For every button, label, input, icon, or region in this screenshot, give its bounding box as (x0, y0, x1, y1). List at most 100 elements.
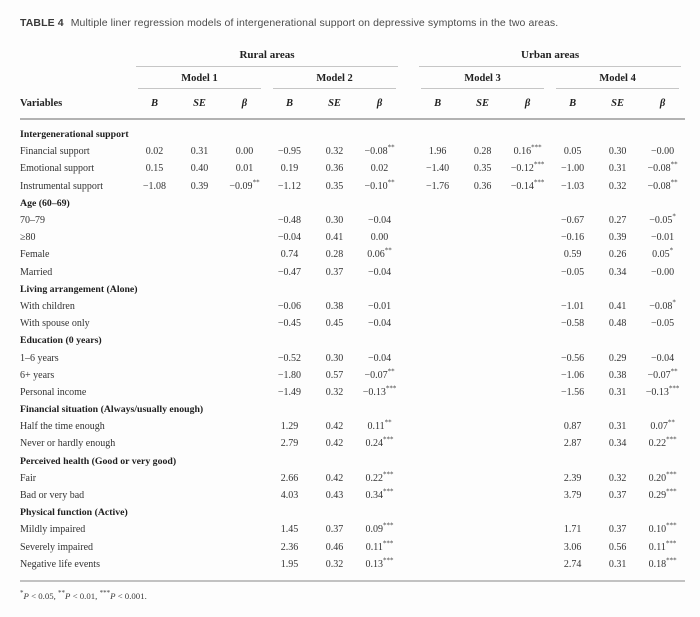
value-cell: 0.45 (325, 318, 344, 330)
value-cell: 0.36 (325, 163, 344, 175)
value-cell: 0.38 (325, 300, 344, 312)
value-cell: −1.08 (142, 180, 167, 192)
value-cell: −0.01 (367, 300, 392, 312)
value-cell: −0.95 (277, 146, 302, 158)
value-cell (460, 435, 505, 452)
group-gap (402, 212, 415, 229)
value-cell (505, 212, 550, 229)
value-cell (177, 384, 222, 401)
group-gap (402, 367, 415, 384)
section-label: Physical function (Active) (20, 507, 128, 519)
model-header-4: Model 4 (550, 67, 685, 89)
section-label: Perceived health (Good or very good) (20, 455, 177, 467)
group-gap (402, 521, 415, 538)
value-cell: 0.07** (650, 418, 675, 433)
table-row: Never or hardly enough 2.79 0.42 0.24*** 2.8… (20, 435, 685, 452)
value-cell: 0.05* (652, 247, 674, 261)
header-spacer (20, 67, 132, 89)
value-cell: 0.06** (367, 247, 392, 261)
value-cell: −0.08** (647, 161, 678, 175)
value-cell: 0.00 (370, 232, 389, 244)
value-cell: −0.08** (364, 143, 395, 158)
variable-label: Bad or very bad (20, 490, 85, 502)
value-cell: 0.00 (235, 146, 254, 158)
value-cell: −0.47 (277, 266, 302, 278)
value-cell: 0.28 (325, 249, 344, 261)
value-cell: 0.27 (608, 215, 627, 227)
value-cell: −1.49 (277, 386, 302, 398)
table-row: Negative life events 1.95 0.32 0.13*** 2.74 0… (20, 555, 686, 582)
value-cell (177, 435, 222, 452)
value-cell (460, 229, 505, 246)
group-gap (402, 143, 415, 160)
value-cell: −0.05 (651, 318, 675, 330)
value-cell: 0.11*** (365, 539, 394, 553)
value-cell: 2.87 (563, 438, 582, 450)
value-cell: −0.04 (277, 232, 302, 244)
col-header-SE: SE (312, 89, 357, 120)
section-row: Age (60–69) (20, 195, 685, 212)
value-cell: −0.01 (651, 232, 675, 244)
value-cell (460, 298, 505, 315)
value-cell: 0.32 (325, 146, 344, 158)
value-cell (177, 349, 222, 366)
value-cell (177, 246, 222, 263)
table-body: Intergenerational support Financial suppo… (20, 119, 686, 582)
group-gap (402, 487, 415, 504)
value-cell: 0.22*** (365, 470, 394, 484)
section-row: Physical function (Active) (20, 504, 685, 521)
value-cell (177, 212, 222, 229)
table-row: With spouse only −0.45 0.45 −0.04 −0.58 0.48 −… (20, 315, 685, 332)
table-row: Half the time enough 1.29 0.42 0.11** 0.87 0.… (20, 418, 685, 435)
value-cell: 2.74 (550, 555, 596, 582)
value-cell: −0.45 (277, 318, 302, 330)
value-cell: 0.41 (608, 300, 627, 312)
value-cell: 0.24*** (365, 436, 394, 450)
value-cell: 0.31 (608, 386, 627, 398)
section-row: Intergenerational support (20, 119, 685, 143)
value-cell: 0.30 (325, 215, 344, 227)
table-row: Bad or very bad 4.03 0.43 0.34*** 3.79 0.37 0.… (20, 487, 685, 504)
value-cell (415, 367, 460, 384)
value-cell (460, 367, 505, 384)
col-header-SE: SE (595, 89, 641, 120)
value-cell: 0.32 (608, 472, 627, 484)
group-gap (402, 43, 415, 67)
value-cell: 0.39 (608, 232, 627, 244)
value-cell: 0.59 (563, 249, 582, 261)
value-cell (460, 315, 505, 332)
col-header-SE: SE (460, 89, 506, 120)
value-cell (460, 539, 505, 556)
value-cell (132, 435, 177, 452)
value-cell (222, 521, 267, 538)
group-gap (402, 89, 416, 120)
variable-label: Severely impaired (20, 541, 94, 553)
value-cell (415, 212, 460, 229)
value-cell (222, 264, 267, 281)
value-cell: 0.13*** (357, 555, 403, 582)
variable-label: Female (20, 249, 50, 261)
table-row: Married −0.47 0.37 −0.04 −0.05 0.34 −0.00 (20, 264, 685, 281)
value-cell (505, 555, 551, 582)
value-cell: −0.16 (561, 232, 585, 244)
group-header-rural: Rural areas (132, 43, 402, 67)
value-cell (415, 470, 460, 487)
value-cell (132, 367, 177, 384)
value-cell (505, 367, 550, 384)
col-header-SE: SE (177, 89, 222, 120)
value-cell: 0.20*** (648, 470, 677, 484)
table-row: Fair 2.66 0.42 0.22*** 2.39 0.32 0.20*** (20, 470, 685, 487)
value-cell: 0.05 (563, 146, 582, 158)
value-cell: 4.03 (280, 490, 299, 502)
value-cell: 0.42 (325, 438, 344, 450)
col-header-beta: β (505, 89, 551, 120)
value-cell: −0.07** (364, 367, 395, 381)
value-cell (222, 349, 267, 366)
value-cell (132, 521, 177, 538)
value-cell (222, 555, 267, 582)
value-cell: −0.05 (561, 266, 585, 278)
variable-label: Emotional support (20, 163, 95, 175)
value-cell: −1.06 (561, 369, 585, 381)
value-cell: −0.04 (367, 352, 392, 364)
value-cell (460, 212, 505, 229)
